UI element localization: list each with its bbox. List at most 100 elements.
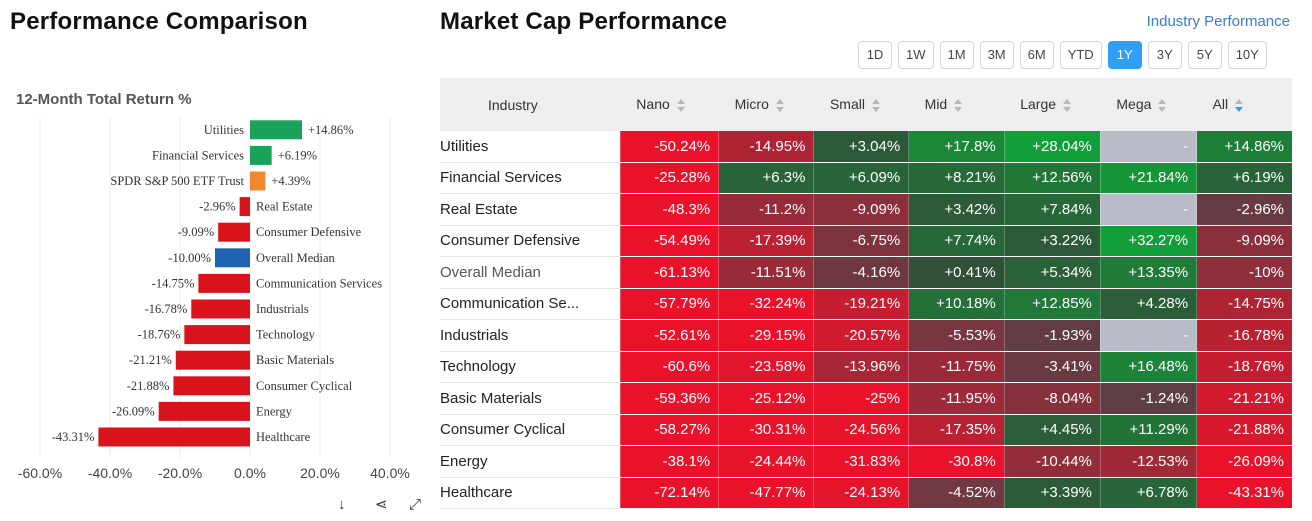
heatmap-cell: +28.04% xyxy=(1003,131,1101,163)
bar[interactable] xyxy=(198,273,250,293)
bar[interactable] xyxy=(250,145,272,165)
x-tick-label: -20.0% xyxy=(158,465,202,481)
bar[interactable] xyxy=(250,171,266,191)
table-row[interactable]: Overall Median -61.13% -11.51% -4.16% +0.41%… xyxy=(440,256,1292,289)
bar[interactable] xyxy=(158,401,250,421)
column-header-mid[interactable]: Mid xyxy=(908,78,1005,131)
sort-icon[interactable] xyxy=(1157,98,1167,113)
period-button-1w[interactable]: 1W xyxy=(898,41,934,69)
row-industry-name: Communication Se... xyxy=(440,288,621,320)
period-button-3m[interactable]: 3M xyxy=(979,41,1014,69)
x-tick-label: 20.0% xyxy=(300,465,340,481)
heatmap-cell: +12.85% xyxy=(1003,288,1101,320)
x-tick-label: -40.0% xyxy=(88,465,132,481)
period-button-6m[interactable]: 6M xyxy=(1019,41,1054,69)
table-row[interactable]: Real Estate -48.3% -11.2% -9.09% +3.42% +7.84… xyxy=(440,193,1292,226)
table-row[interactable]: Consumer Defensive -54.49% -17.39% -6.75% +7… xyxy=(440,225,1292,257)
row-industry-name: Consumer Cyclical xyxy=(440,414,621,446)
heatmap-cell: -57.79% xyxy=(619,288,719,320)
column-header-small[interactable]: Small xyxy=(813,78,909,131)
sort-icon[interactable] xyxy=(1234,98,1244,113)
heatmap-cell: +3.39% xyxy=(1003,477,1101,509)
period-button-1y[interactable]: 1Y xyxy=(1107,41,1142,69)
column-header-industry[interactable]: Industry xyxy=(440,78,621,131)
table-row[interactable]: Financial Services -25.28% +6.3% +6.09% +8.2… xyxy=(440,162,1292,194)
value-label: -43.31% xyxy=(52,430,95,444)
period-button-1d[interactable]: 1D xyxy=(858,41,892,69)
value-label: -10.00% xyxy=(168,251,211,265)
column-header-mega[interactable]: Mega xyxy=(1100,78,1197,131)
heatmap-cell: -14.75% xyxy=(1196,288,1292,320)
heatmap-cell: -4.52% xyxy=(908,477,1005,509)
table-row[interactable]: Consumer Cyclical -58.27% -30.31% -24.56% -1… xyxy=(440,414,1292,446)
sort-icon[interactable] xyxy=(775,98,785,113)
heatmap-cell: -11.95% xyxy=(908,382,1005,415)
table-row[interactable]: Technology -60.6% -23.58% -13.96% -11.75% -3.… xyxy=(440,351,1292,383)
value-label: -9.09% xyxy=(178,225,214,239)
table-row[interactable]: Utilities -50.24% -14.95% +3.04% +17.8% +28.0… xyxy=(440,131,1292,163)
row-industry-name: Industrials xyxy=(440,319,621,352)
market-cap-table: Industry Nano Micro Small Mid Large Mega All Ut… xyxy=(440,78,1292,509)
bar[interactable] xyxy=(239,197,250,217)
expand-icon[interactable]: ⤢ xyxy=(409,496,422,513)
heatmap-cell: +8.21% xyxy=(908,162,1005,194)
bar[interactable] xyxy=(218,222,250,242)
bar[interactable] xyxy=(175,350,250,370)
bar[interactable] xyxy=(173,376,250,396)
column-header-large[interactable]: Large xyxy=(1004,78,1101,131)
table-row[interactable]: Industrials -52.61% -29.15% -20.57% -5.53% -1… xyxy=(440,319,1292,352)
heatmap-cell: -19.21% xyxy=(813,288,909,320)
column-header-label: Mid xyxy=(924,96,948,113)
period-button-3y[interactable]: 3Y xyxy=(1147,41,1182,69)
value-label: -18.76% xyxy=(138,328,181,342)
performance-comparison-title: Performance Comparison xyxy=(10,8,308,35)
performance-comparison-panel: Performance Comparison 12-Month Total Re… xyxy=(0,0,430,521)
x-tick-label: 0.0% xyxy=(234,465,266,481)
category-label: Technology xyxy=(256,328,316,342)
table-row[interactable]: Communication Se... -57.79% -32.24% -19.21%… xyxy=(440,288,1292,320)
bar[interactable] xyxy=(191,299,250,319)
table-row[interactable]: Healthcare -72.14% -47.77% -24.13% -4.52% +3.… xyxy=(440,477,1292,509)
bar[interactable] xyxy=(215,248,250,268)
period-button-10y[interactable]: 10Y xyxy=(1227,41,1267,69)
sort-icon[interactable] xyxy=(676,98,686,113)
sort-icon[interactable] xyxy=(1062,98,1072,113)
column-header-all[interactable]: All xyxy=(1196,78,1292,131)
bar[interactable] xyxy=(98,427,250,447)
row-industry-name: Financial Services xyxy=(440,162,621,194)
bar[interactable] xyxy=(250,120,303,140)
market-cap-title: Market Cap Performance xyxy=(440,8,728,35)
heatmap-cell: +16.48% xyxy=(1099,351,1197,383)
column-header-nano[interactable]: Nano xyxy=(620,78,719,131)
row-industry-name: Healthcare xyxy=(440,477,621,509)
heatmap-cell: +6.78% xyxy=(1099,477,1197,509)
share-icon[interactable]: ⋖ xyxy=(375,496,388,513)
heatmap-cell: -17.35% xyxy=(908,414,1005,446)
industry-performance-link[interactable]: Industry Performance xyxy=(1146,13,1290,30)
row-industry-name: Consumer Defensive xyxy=(440,225,621,257)
bar[interactable] xyxy=(184,325,250,345)
period-button-1m[interactable]: 1M xyxy=(939,41,974,69)
heatmap-cell: -10% xyxy=(1196,256,1292,289)
download-icon[interactable]: ↓ xyxy=(338,496,346,513)
category-label: Consumer Cyclical xyxy=(256,379,353,393)
sort-icon[interactable] xyxy=(871,98,881,113)
sort-icon[interactable] xyxy=(953,98,963,113)
heatmap-cell: -25.28% xyxy=(619,162,719,194)
table-row[interactable]: Basic Materials -59.36% -25.12% -25% -11.95%… xyxy=(440,382,1292,415)
heatmap-cell: -2.96% xyxy=(1196,193,1292,226)
heatmap-cell: - xyxy=(1099,319,1197,352)
table-row[interactable]: Energy -38.1% -24.44% -31.83% -30.8% -10.44% -… xyxy=(440,445,1292,478)
value-label: -26.09% xyxy=(112,404,155,418)
heatmap-cell: -24.13% xyxy=(813,477,909,509)
heatmap-cell: +14.86% xyxy=(1196,131,1292,163)
heatmap-cell: -50.24% xyxy=(619,131,719,163)
column-header-micro[interactable]: Micro xyxy=(718,78,814,131)
period-button-5y[interactable]: 5Y xyxy=(1187,41,1222,69)
period-button-ytd[interactable]: YTD xyxy=(1059,41,1102,69)
category-label: Basic Materials xyxy=(256,353,334,367)
heatmap-cell: -11.51% xyxy=(718,256,814,289)
value-label: -14.75% xyxy=(152,276,195,290)
column-header-label: Large xyxy=(1020,96,1057,113)
heatmap-cell: +0.41% xyxy=(908,256,1005,289)
